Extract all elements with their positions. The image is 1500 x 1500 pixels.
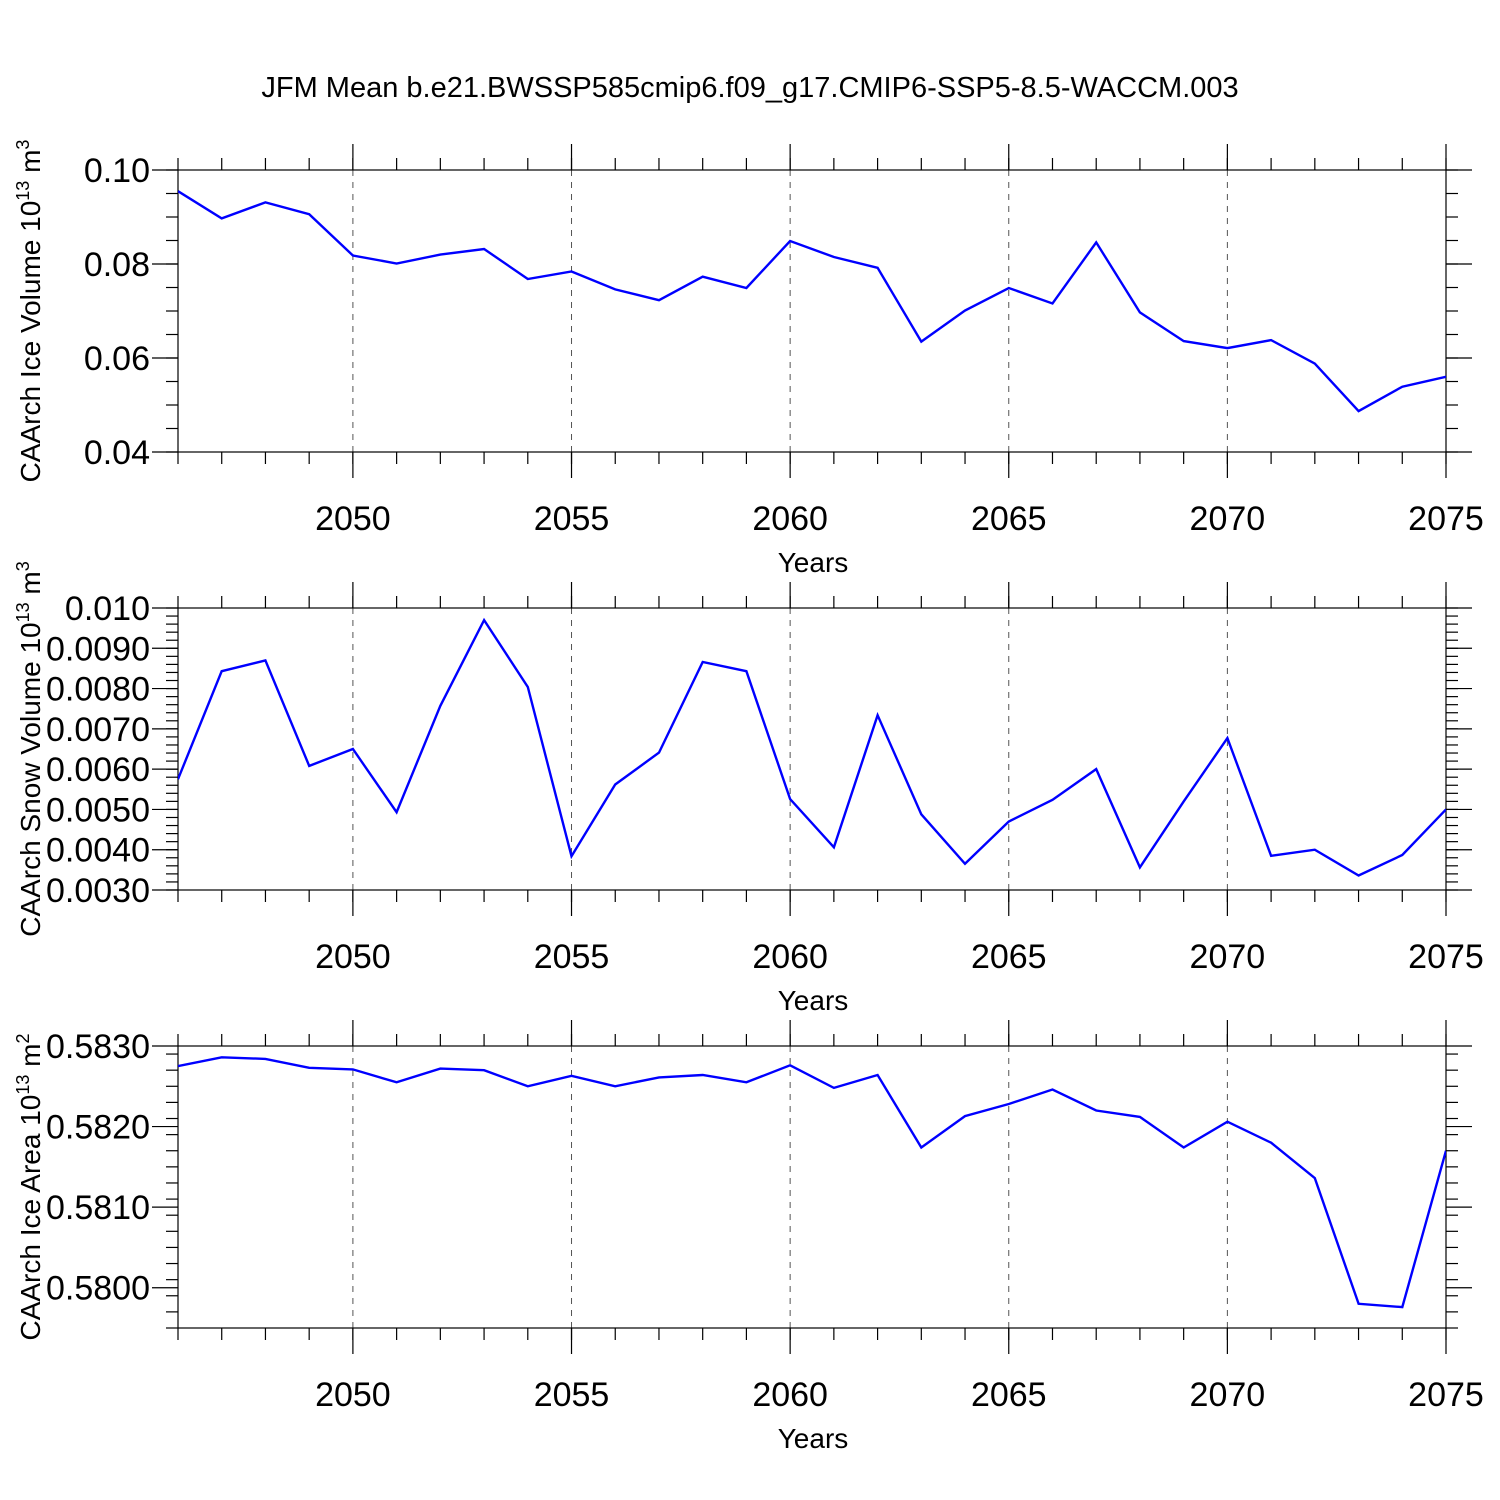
x-axis-label: Years: [778, 985, 849, 1016]
data-series-line: [178, 617, 1446, 877]
y-tick-label: 0.0070: [46, 711, 150, 749]
data-series-line: [178, 190, 1446, 413]
x-tick-label: 2060: [752, 938, 828, 976]
plot-frame: [177, 169, 1447, 453]
x-tick-label: 2075: [1408, 1376, 1484, 1414]
x-tick-label: 2050: [315, 938, 391, 976]
x-tick-label: 2065: [971, 500, 1047, 538]
data-series-line: [178, 1056, 1446, 1309]
x-tick-label: 2070: [1190, 500, 1266, 538]
x-tick-label: 2060: [752, 500, 828, 538]
x-tick-label: 2075: [1408, 500, 1484, 538]
chart-panel-2: 2050 2055 2060 2065 2070 2075 Years 0.00300.004…: [13, 561, 1484, 1016]
x-tick-label: 2065: [971, 1376, 1047, 1414]
y-tick-label: 0.0040: [46, 832, 150, 870]
x-tick-label: 2065: [971, 938, 1047, 976]
y-tick-label: 0.0080: [46, 671, 150, 709]
y-tick-label: 0.010: [65, 590, 150, 628]
y-tick-label: 0.0030: [46, 872, 150, 910]
plot-frame: [177, 1045, 1447, 1329]
x-axis-label: Years: [778, 547, 849, 578]
y-tick-label: 0.5810: [46, 1189, 150, 1227]
y-tick-label: 0.0060: [46, 751, 150, 789]
x-tick-label: 2070: [1190, 1376, 1266, 1414]
x-tick-label: 2055: [534, 938, 610, 976]
y-tick-label: 0.5830: [46, 1028, 150, 1066]
y-axis-label: CAArch Ice Volume 1013 m3: [13, 140, 46, 483]
chart-panel-3: 2050 2055 2060 2065 2070 2075 Years 0.5800 0.581…: [13, 1020, 1484, 1454]
x-tick-label: 2070: [1190, 938, 1266, 976]
y-tick-label: 0.08: [84, 246, 150, 284]
x-tick-label: 2055: [534, 500, 610, 538]
y-tick-label: 0.0050: [46, 791, 150, 829]
x-tick-label: 2060: [752, 1376, 828, 1414]
x-tick-label: 2050: [315, 500, 391, 538]
x-tick-label: 2050: [315, 1376, 391, 1414]
y-axis-label: CAArch Ice Area 1013 m2: [13, 1033, 46, 1340]
plot-frame: [177, 607, 1447, 891]
y-tick-label: 0.5820: [46, 1109, 150, 1147]
figure-title: JFM Mean b.e21.BWSSP585cmip6.f09_g17.CMI…: [261, 72, 1238, 104]
chart-panel-1: 2050 2055 2060 2065 2070 2075 Years 0.04 0.06 0.0…: [13, 140, 1484, 578]
x-tick-label: 2075: [1408, 938, 1484, 976]
y-tick-label: 0.04: [84, 434, 150, 472]
y-tick-label: 0.10: [84, 152, 150, 190]
x-tick-label: 2055: [534, 1376, 610, 1414]
x-axis-label: Years: [778, 1423, 849, 1454]
y-tick-label: 0.5800: [46, 1270, 150, 1308]
y-tick-label: 0.0090: [46, 630, 150, 668]
y-axis-label: CAArch Snow Volume 1013 m3: [13, 561, 46, 937]
y-tick-label: 0.06: [84, 340, 150, 378]
